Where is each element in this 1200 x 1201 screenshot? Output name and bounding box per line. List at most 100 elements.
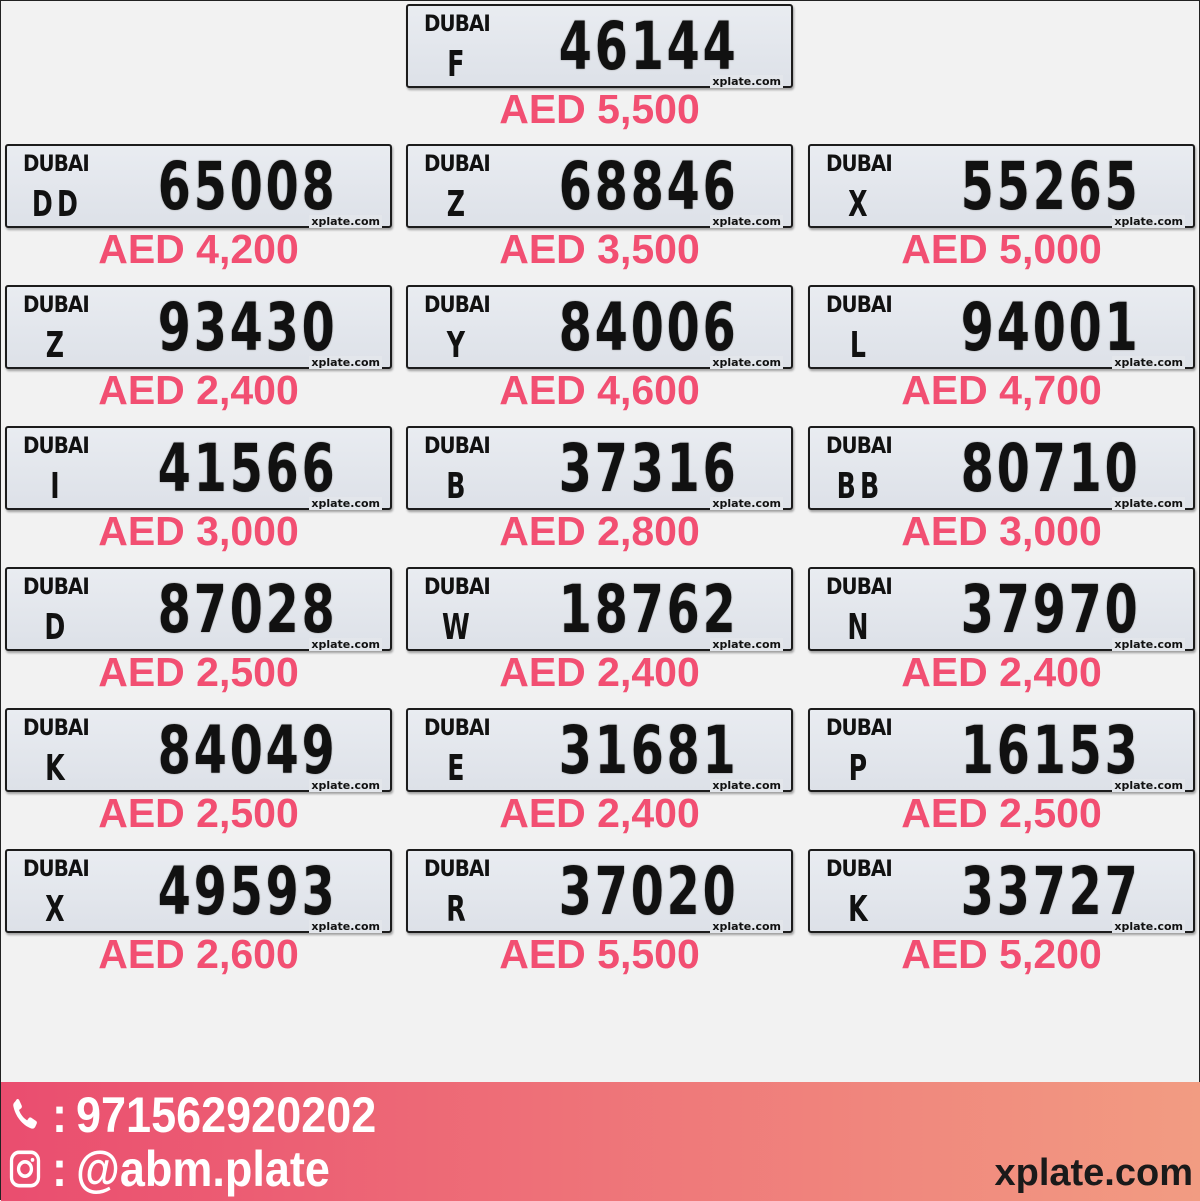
number-plate[interactable]: DUBAI X 55265 xplate.com (808, 144, 1195, 228)
watermark: xplate.com (1112, 779, 1185, 792)
plate-code: L (849, 325, 871, 366)
plate-code: E (447, 748, 469, 789)
plate-number: 37020 (558, 853, 739, 930)
plate-price: AED 2,400 (499, 790, 700, 836)
watermark: xplate.com (1112, 356, 1185, 369)
dubai-logo: DUBAI (424, 575, 491, 600)
plate-price: AED 2,400 (499, 649, 700, 695)
plate-number: 65008 (157, 148, 338, 225)
dubai-logo: DUBAI (826, 152, 893, 177)
watermark: xplate.com (309, 638, 382, 651)
plate-number: 84006 (558, 289, 739, 366)
separator: : (52, 1141, 67, 1197)
number-plate[interactable]: DUBAI P 16153 xplate.com (808, 708, 1195, 792)
plate-code: P (848, 748, 872, 789)
plate-code: K (45, 748, 69, 789)
watermark: xplate.com (710, 75, 783, 88)
plate-price: AED 3,500 (499, 226, 700, 272)
plate-code: Z (45, 325, 69, 366)
dubai-logo: DUBAI (424, 152, 491, 177)
plate-price: AED 4,600 (499, 367, 700, 413)
number-plate[interactable]: DUBAI I 41566 xplate.com (5, 426, 392, 510)
number-plate[interactable]: DUBAI K 33727 xplate.com (808, 849, 1195, 933)
dubai-logo: DUBAI (23, 434, 90, 459)
watermark: xplate.com (1112, 920, 1185, 933)
number-plate[interactable]: DUBAI W 18762 xplate.com (406, 567, 793, 651)
site-logo[interactable]: xplate.com (994, 1152, 1193, 1194)
number-plate[interactable]: DUBAI N 37970 xplate.com (808, 567, 1195, 651)
dubai-logo: DUBAI (826, 293, 893, 318)
watermark: xplate.com (1112, 638, 1185, 651)
contact-footer: : 971562920202 : @abm.plate xplate.com (1, 1082, 1200, 1201)
plate-price: AED 5,200 (901, 931, 1102, 977)
number-plate[interactable]: DUBAI BB 80710 xplate.com (808, 426, 1195, 510)
plate-number: 37970 (960, 571, 1141, 648)
number-plate[interactable]: DUBAI DD 65008 xplate.com (5, 144, 392, 228)
number-plate[interactable]: DUBAI D 87028 xplate.com (5, 567, 392, 651)
plate-number: 49593 (157, 853, 338, 930)
plate-price: AED 2,500 (98, 649, 299, 695)
plate-number: 84049 (157, 712, 338, 789)
number-plate[interactable]: DUBAI X 49593 xplate.com (5, 849, 392, 933)
dubai-logo: DUBAI (424, 12, 491, 37)
number-plate[interactable]: DUBAI Z 68846 xplate.com (406, 144, 793, 228)
instagram-row: : @abm.plate (7, 1140, 330, 1198)
number-plate[interactable]: DUBAI R 37020 xplate.com (406, 849, 793, 933)
plate-number: 68846 (558, 148, 739, 225)
number-plate[interactable]: DUBAI F 46144 xplate.com (406, 4, 793, 88)
dubai-logo: DUBAI (424, 857, 491, 882)
number-plate[interactable]: DUBAI Y 84006 xplate.com (406, 285, 793, 369)
dubai-logo: DUBAI (826, 434, 893, 459)
watermark: xplate.com (710, 356, 783, 369)
dubai-logo: DUBAI (23, 716, 90, 741)
plate-price: AED 2,500 (901, 790, 1102, 836)
separator: : (52, 1087, 67, 1143)
plate-number: 37316 (558, 430, 739, 507)
number-plate[interactable]: DUBAI B 37316 xplate.com (406, 426, 793, 510)
plate-price: AED 2,400 (901, 649, 1102, 695)
number-plate[interactable]: DUBAI Z 93430 xplate.com (5, 285, 392, 369)
plate-price: AED 2,600 (98, 931, 299, 977)
plate-price: AED 2,500 (98, 790, 299, 836)
dubai-logo: DUBAI (23, 857, 90, 882)
dubai-logo: DUBAI (23, 293, 90, 318)
plate-number: 16153 (960, 712, 1141, 789)
instagram-icon (9, 1150, 41, 1188)
dubai-logo: DUBAI (424, 434, 491, 459)
number-plate[interactable]: DUBAI K 84049 xplate.com (5, 708, 392, 792)
plate-code: I (50, 466, 64, 507)
dubai-logo: DUBAI (826, 857, 893, 882)
dubai-logo: DUBAI (424, 293, 491, 318)
phone-icon (13, 1098, 37, 1129)
dubai-logo: DUBAI (424, 716, 491, 741)
number-plate[interactable]: DUBAI E 31681 xplate.com (406, 708, 793, 792)
watermark: xplate.com (309, 497, 382, 510)
plate-price: AED 2,400 (98, 367, 299, 413)
watermark: xplate.com (710, 215, 783, 228)
watermark: xplate.com (710, 779, 783, 792)
plate-code: Y (446, 325, 470, 366)
dubai-logo: DUBAI (23, 575, 90, 600)
plate-price: AED 4,700 (901, 367, 1102, 413)
watermark: xplate.com (309, 920, 382, 933)
plate-number: 87028 (157, 571, 338, 648)
phone-number[interactable]: 971562920202 (75, 1087, 377, 1143)
plate-code: B (446, 466, 470, 507)
plate-price: AED 5,000 (901, 226, 1102, 272)
phone-row: : 971562920202 (7, 1086, 376, 1144)
plate-code: F (447, 44, 469, 85)
plate-price: AED 3,000 (901, 508, 1102, 554)
plate-number: 94001 (960, 289, 1141, 366)
plate-code: K (848, 889, 872, 930)
number-plate[interactable]: DUBAI L 94001 xplate.com (808, 285, 1195, 369)
watermark: xplate.com (309, 215, 382, 228)
plate-number: 18762 (558, 571, 739, 648)
watermark: xplate.com (710, 638, 783, 651)
plate-code: DD (31, 184, 83, 225)
watermark: xplate.com (710, 497, 783, 510)
plate-number: 33727 (960, 853, 1141, 930)
watermark: xplate.com (710, 920, 783, 933)
instagram-handle[interactable]: @abm.plate (75, 1141, 330, 1197)
dubai-logo: DUBAI (23, 152, 90, 177)
watermark: xplate.com (309, 779, 382, 792)
